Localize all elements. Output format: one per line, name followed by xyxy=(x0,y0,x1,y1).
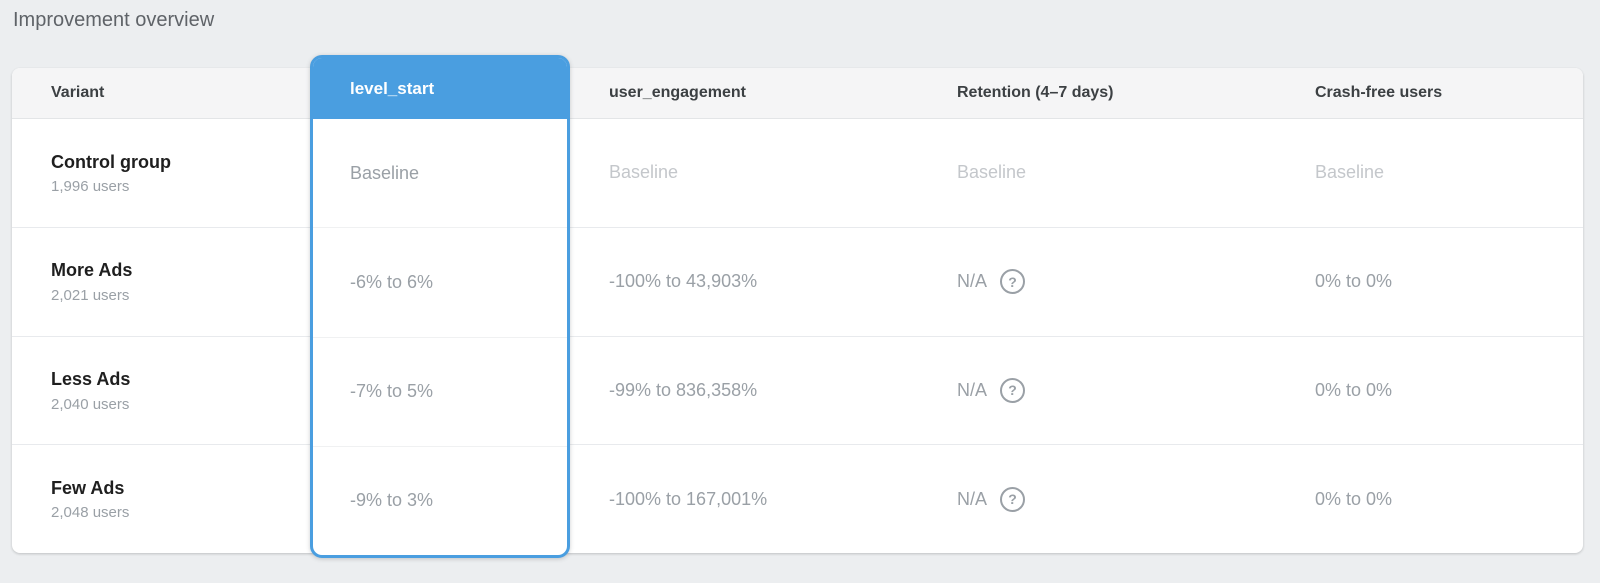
level-start-cell-few-ads: -9% to 3% xyxy=(313,445,567,555)
retention-value: N/A xyxy=(957,488,988,509)
variant-name: More Ads xyxy=(51,260,133,281)
page-title: Improvement overview xyxy=(13,9,215,31)
user-engagement-cell: -100% to 43,903% xyxy=(609,271,758,292)
variant-cell: Less Ads 2,040 users xyxy=(12,368,310,413)
level-start-cell-control-group: Baseline xyxy=(350,162,420,183)
column-header-retention[interactable]: Retention (4–7 days) xyxy=(957,84,1114,101)
table-row-less-ads: Less Ads 2,040 users -99% to 836,358% N/… xyxy=(12,335,1583,445)
retention-value: N/A xyxy=(957,379,988,400)
table-row-more-ads: More Ads 2,021 users -100% to 43,903% N/… xyxy=(12,226,1583,336)
user-engagement-cell: -100% to 167,001% xyxy=(609,488,768,509)
variant-cell: More Ads 2,021 users xyxy=(12,259,310,304)
level-start-cell-more-ads: -6% to 6% xyxy=(313,227,567,336)
crash-free-cell: 0% to 0% xyxy=(1315,379,1393,400)
variant-user-count: 2,048 users xyxy=(51,504,130,522)
table-header-row: Variant user_engagement Retention (4–7 d… xyxy=(12,68,1583,119)
user-engagement-cell: -99% to 836,358% xyxy=(609,379,758,400)
level-start-cell-less-ads: -7% to 5% xyxy=(313,336,567,446)
column-header-user-engagement[interactable]: user_engagement xyxy=(609,84,746,101)
help-icon[interactable]: ? xyxy=(1000,486,1026,512)
table-row-few-ads: Few Ads 2,048 users -100% to 167,001% N/… xyxy=(12,444,1583,553)
variant-name: Few Ads xyxy=(51,477,125,498)
variant-cell: Few Ads 2,048 users xyxy=(12,477,310,522)
retention-value: N/A xyxy=(957,271,988,292)
help-icon[interactable]: ? xyxy=(1000,269,1026,295)
table-row-control-group: Control group 1,996 users Baseline Basel… xyxy=(12,119,1583,227)
variant-name: Less Ads xyxy=(51,369,131,390)
selected-metric-card-level-start: level_start Baseline -6% to 6% -7% to 5%… xyxy=(310,55,570,558)
variant-user-count: 2,040 users xyxy=(51,395,130,413)
variant-cell: Control group 1,996 users xyxy=(12,151,310,196)
crash-free-cell: 0% to 0% xyxy=(1315,488,1393,509)
retention-cell: N/A ? xyxy=(918,486,1276,512)
retention-cell: Baseline xyxy=(957,162,1027,183)
variant-user-count: 2,021 users xyxy=(51,286,130,304)
help-icon[interactable]: ? xyxy=(1000,377,1026,403)
crash-free-cell: 0% to 0% xyxy=(1315,271,1393,292)
column-header-crash-free[interactable]: Crash-free users xyxy=(1315,84,1443,101)
variant-name: Control group xyxy=(51,151,171,172)
improvement-table: Variant user_engagement Retention (4–7 d… xyxy=(12,55,1583,558)
variant-user-count: 1,996 users xyxy=(51,178,130,196)
retention-cell: N/A ? xyxy=(918,269,1276,295)
user-engagement-cell: Baseline xyxy=(609,162,679,183)
selected-metric-header[interactable]: level_start xyxy=(313,58,567,119)
retention-cell: N/A ? xyxy=(918,377,1276,403)
crash-free-cell: Baseline xyxy=(1315,162,1385,183)
column-header-variant: Variant xyxy=(51,84,105,101)
table-body: Control group 1,996 users Baseline Basel… xyxy=(12,119,1583,553)
